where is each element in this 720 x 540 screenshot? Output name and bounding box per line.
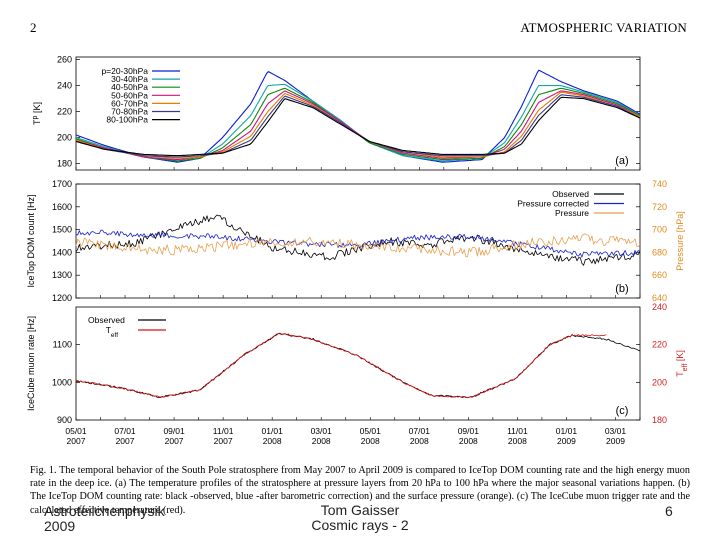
x-tick-label: 09/01: [163, 426, 185, 436]
legend-label: 50-60hPa: [111, 90, 148, 100]
x-tick-label: 2008: [459, 436, 478, 446]
x-tick-label: 2007: [67, 436, 86, 446]
panel-label: (c): [616, 405, 629, 417]
x-tick-label: 2009: [557, 436, 576, 446]
panel-1: 260 240 220 200 180 Tp [K] p=20-30hPa30-40hPa4…: [32, 55, 641, 171]
x-tick-label: 11/01: [507, 426, 528, 436]
footer-course: Astroteilchenphysik: [44, 503, 165, 519]
legend-label: 70-80hPa: [111, 107, 148, 117]
page-number: 2: [30, 20, 37, 35]
x-tick-label: 2008: [361, 436, 380, 446]
legend-label: Observed: [88, 315, 125, 325]
legend-label: 80-100hPa: [106, 115, 148, 125]
y-tick-label: 1400: [52, 247, 72, 257]
y-tick-label: 240: [57, 81, 72, 91]
x-tick-label: 2007: [116, 436, 135, 446]
legend-label: 40-50hPa: [111, 82, 148, 92]
panel-3: 1100 1000 900 240 220 200 180 IceCube muon rate…: [26, 302, 689, 446]
y2-tick-label: 240: [652, 302, 667, 312]
y-tick-label: 1600: [52, 202, 72, 212]
x-tick-label: 03/01: [605, 426, 627, 436]
series-line: [75, 214, 641, 266]
y2-tick-label: 660: [652, 270, 667, 280]
footer-lecture: Tom Gaisser Cosmic rays - 2: [311, 502, 409, 533]
x-tick-label: 2007: [214, 436, 233, 446]
panel-2: 1700 1600 1500 1400 1300 1200 740 720 700 680 660 6…: [26, 179, 685, 303]
y-tick-label: 1000: [52, 377, 72, 387]
x-tick-label: 2008: [263, 436, 282, 446]
figure-1: 260 240 220 200 180 Tp [K] p=20-30hPa30-40hPa4…: [26, 55, 689, 446]
panel-frame: [75, 306, 641, 421]
legend-label: Pressure: [555, 208, 589, 218]
y-tick-label: 1700: [52, 179, 72, 189]
y-axis-label: Tp [K]: [32, 102, 43, 125]
legend-label: Pressure corrected: [517, 199, 589, 209]
y2-tick-label: 640: [652, 293, 667, 303]
y2-tick-label: 700: [652, 225, 667, 235]
y-tick-label: 1200: [52, 293, 72, 303]
y-tick-label: 220: [57, 107, 72, 117]
footer-year: 2009: [44, 518, 76, 534]
y2-tick-label: 740: [652, 179, 667, 189]
series-line: [75, 90, 641, 161]
x-tick-label: 2009: [606, 436, 625, 446]
series-line: [75, 233, 641, 258]
y-tick-label: 1500: [52, 225, 72, 235]
legend-label: 60-70hPa: [111, 98, 148, 108]
panel-frame: [75, 56, 641, 171]
x-tick-label: 2007: [165, 436, 184, 446]
x-tick-label: 2008: [312, 436, 331, 446]
x-tick-label: 09/01: [458, 426, 480, 436]
y2-axis-label: Pressure [hPa]: [675, 211, 685, 271]
x-tick-label: 07/01: [114, 426, 136, 436]
y2-axis-label: Teff [K]: [675, 350, 689, 377]
x-tick-label: 05/01: [65, 426, 87, 436]
x-tick-label: 07/01: [409, 426, 431, 436]
y-tick-label: 1100: [53, 340, 72, 350]
panel-label: (a): [615, 155, 628, 167]
y2-tick-label: 680: [652, 247, 667, 257]
running-title: ATMOSPHERIC VARIATION: [520, 20, 687, 35]
y-axis-label: IceTop DOM count [Hz]: [26, 194, 36, 287]
series-line: [75, 333, 607, 399]
x-tick-label: 11/01: [213, 426, 234, 436]
legend-label: Teff: [106, 325, 119, 339]
y2-tick-label: 180: [652, 415, 667, 425]
y-axis-label: IceCube muon rate [Hz]: [26, 316, 36, 411]
x-tick-label: 01/01: [262, 426, 284, 436]
x-tick-label: 2008: [410, 436, 429, 446]
legend-label: Observed: [552, 189, 589, 199]
series-line: [75, 69, 641, 163]
y2-tick-label: 720: [652, 202, 667, 212]
x-tick-label: 05/01: [360, 426, 382, 436]
legend-label: p=20-30hPa: [101, 66, 148, 76]
y-tick-label: 260: [57, 55, 72, 65]
y-tick-label: 180: [57, 159, 72, 169]
series-line: [75, 91, 641, 159]
y-tick-label: 200: [57, 133, 72, 143]
x-tick-label: 01/01: [556, 426, 578, 436]
y-tick-label: 900: [57, 415, 72, 425]
y2-tick-label: 220: [652, 340, 667, 350]
legend-label: 30-40hPa: [111, 74, 148, 84]
series-line: [75, 229, 641, 258]
footer-slide-number: 6: [665, 503, 673, 519]
y-tick-label: 1300: [52, 270, 72, 280]
figure-caption: Fig. 1. The temporal behavior of the Sou…: [30, 465, 690, 516]
series-line: [75, 96, 641, 157]
x-tick-label: 2008: [508, 436, 527, 446]
panel-label: (b): [615, 283, 628, 295]
series-line: [75, 94, 641, 158]
series-line: [75, 332, 641, 398]
panel-frame: [75, 183, 641, 299]
x-tick-label: 03/01: [311, 426, 333, 436]
y2-tick-label: 200: [652, 377, 667, 387]
